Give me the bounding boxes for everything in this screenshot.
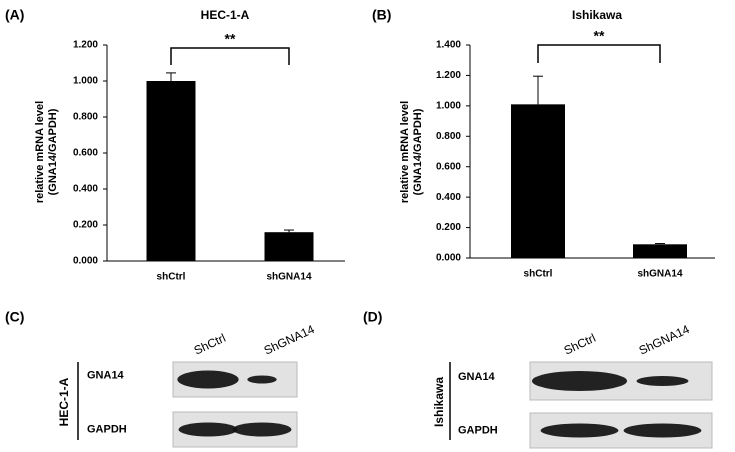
lane-label: ShGNA14 [262,322,317,358]
protein-label: GAPDH [458,424,498,436]
x-tick-label: shGNA14 [266,272,311,283]
significance-label: ** [225,31,236,47]
y-tick-label: 1.000 [73,76,98,87]
bar [633,244,687,258]
band [178,422,238,437]
band [531,371,628,391]
y-axis-label: (GNA14/GAPDH) [412,108,424,195]
y-tick-label: 1.400 [436,40,461,51]
y-tick-label: 1.000 [436,100,461,111]
lane-label: ShCtrl [562,331,598,358]
band [540,423,619,438]
chart-title: HEC-1-A [201,8,250,22]
x-tick-label: shCtrl [524,269,553,280]
chart-title: Ishikawa [572,8,622,22]
panel-label: (A) [5,7,24,23]
lane-label: ShGNA14 [637,322,692,358]
y-tick-label: 0.000 [73,256,98,267]
protein-label: GAPDH [87,423,127,435]
protein-label: GNA14 [458,371,496,383]
y-tick-label: 0.000 [436,253,461,264]
bar [146,81,196,261]
bar [264,232,314,261]
significance-bracket [170,47,290,65]
y-axis-label: relative mRNA level [399,101,411,203]
band [636,376,689,386]
y-tick-label: 0.600 [436,161,461,172]
lane-label: ShCtrl [192,331,228,358]
error-bar [166,72,176,81]
significance-bracket [537,44,661,63]
y-axis-label: relative mRNA level [34,101,46,203]
y-tick-label: 0.800 [436,131,461,142]
y-tick-label: 0.400 [436,192,461,203]
error-bar [533,75,543,105]
panel-label: (C) [5,309,24,325]
error-bar [284,229,294,233]
y-tick-label: 1.200 [73,40,98,51]
y-tick-label: 0.600 [73,148,98,159]
band [623,423,702,438]
y-tick-label: 0.800 [73,112,98,123]
bar [511,104,565,258]
y-tick-label: 0.400 [73,184,98,195]
band [177,370,239,389]
band [232,422,292,437]
band [247,375,277,384]
y-tick-label: 0.200 [73,220,98,231]
y-tick-label: 0.200 [436,222,461,233]
significance-label: ** [594,28,605,44]
y-tick-label: 1.200 [436,70,461,81]
cell-line-label: HEC-1-A [57,377,71,426]
panel-label: (D) [363,309,382,325]
protein-label: GNA14 [87,369,125,381]
panel-label: (B) [372,7,391,23]
y-axis-label: (GNA14/GAPDH) [47,108,59,195]
x-tick-label: shCtrl [157,272,186,283]
error-bar [655,243,665,245]
cell-line-label: Ishikawa [432,377,446,427]
x-tick-label: shGNA14 [637,269,682,280]
